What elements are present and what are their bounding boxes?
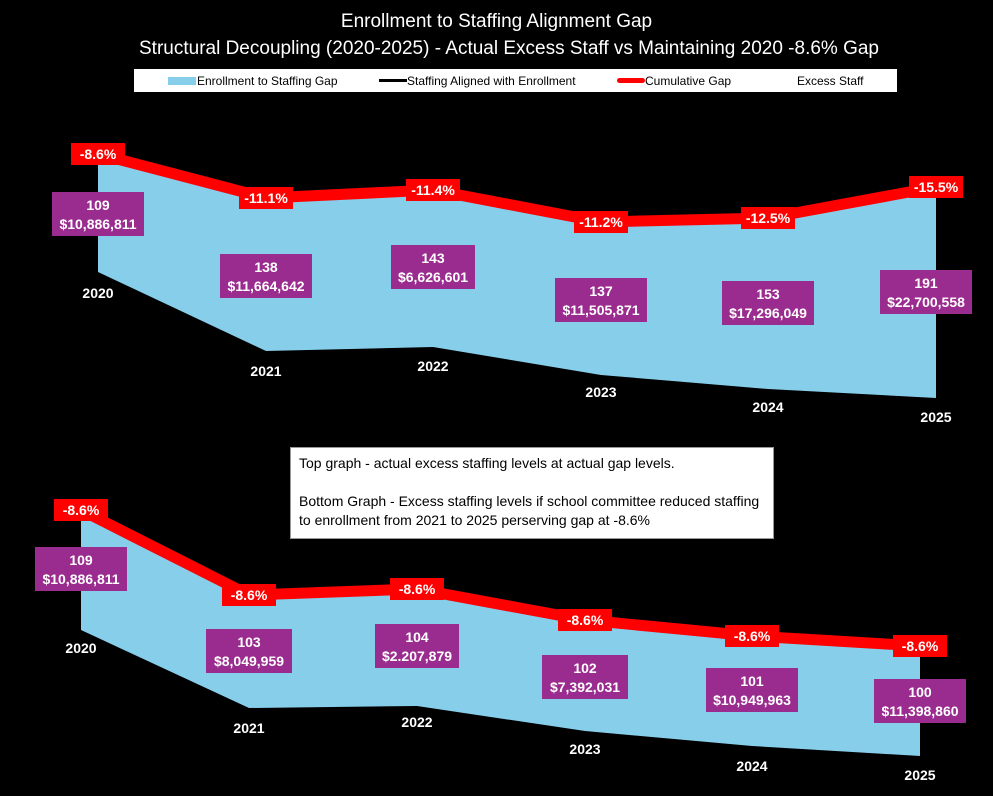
year-label: 2021 <box>233 720 264 736</box>
excess-staff-box <box>220 254 312 298</box>
excess-staff-box <box>206 629 292 673</box>
cumulative-gap-line <box>96 148 937 228</box>
legend-label-aligned: Staffing Aligned with Enrollment <box>407 73 576 88</box>
year-label: 2022 <box>417 358 448 374</box>
gap-pct-label: -8.6% <box>902 638 939 654</box>
excess-staff-box <box>542 655 628 699</box>
excess-staff-box <box>391 245 475 289</box>
gap-pct-label-bg <box>725 625 779 647</box>
excess-staff-cost: $6,626,601 <box>398 269 468 285</box>
legend: Enrollment to Staffing Gap Staffing Alig… <box>134 69 897 92</box>
excess-staff-cost: $11,505,871 <box>562 302 639 318</box>
excess-staff-count: 137 <box>589 283 613 299</box>
gap-pct-label-bg <box>406 179 460 201</box>
black-line-swatch <box>379 79 407 82</box>
excess-staff-cost: $11,398,860 <box>881 703 958 719</box>
excess-staff-box <box>375 624 459 668</box>
excess-staff-count: 104 <box>405 629 429 645</box>
gap-pct-label: -11.1% <box>244 190 288 206</box>
excess-staff-cost: $2.207,879 <box>382 648 452 664</box>
gap-pct-label: -15.5% <box>914 179 959 195</box>
gap-pct-label-bg <box>558 609 612 631</box>
excess-staff-box <box>35 547 127 591</box>
excess-staff-cost: $11,664,642 <box>227 278 304 294</box>
year-label: 2023 <box>569 741 600 757</box>
excess-staff-cost: $8,049,959 <box>214 653 284 669</box>
legend-label-gap: Enrollment to Staffing Gap <box>197 73 338 88</box>
excess-staff-box <box>52 192 144 236</box>
gap-pct-label-bg <box>222 584 276 606</box>
gap-pct-label-bg <box>239 187 293 209</box>
excess-staff-cost: $10,886,811 <box>42 571 119 587</box>
legend-label-cumulative: Cumulative Gap <box>645 73 732 88</box>
note-line-1: Top graph - actual excess staffing level… <box>299 455 675 471</box>
gap-pct-label-bg <box>893 635 947 657</box>
excess-staff-box <box>874 679 966 723</box>
legend-label-excess: Excess Staff <box>797 73 864 88</box>
excess-staff-cost: $10,886,811 <box>59 216 136 232</box>
excess-staff-count: 138 <box>254 259 278 275</box>
excess-staff-count: 102 <box>573 660 597 676</box>
excess-staff-cost: $22,700,558 <box>887 294 965 310</box>
year-label: 2024 <box>752 399 783 415</box>
excess-staff-cost: $10,949,963 <box>713 692 791 708</box>
excess-staff-box <box>880 270 972 314</box>
gap-pct-label-bg <box>54 499 108 521</box>
gap-pct-label-bg <box>71 143 125 165</box>
gap-pct-label-bg <box>909 176 963 198</box>
gap-pct-label: -8.6% <box>231 587 268 603</box>
chart-panel-1: 2020 -8.6% 109 $10,886,811 2021 -11.1% 138 $11,… <box>52 143 972 425</box>
excess-staff-count: 153 <box>756 286 780 302</box>
gap-pct-label: -8.6% <box>567 612 604 628</box>
legend-item-aligned: Staffing Aligned with Enrollment <box>379 69 576 92</box>
year-label: 2021 <box>250 363 281 379</box>
gap-pct-label-bg <box>741 207 795 229</box>
year-label: 2022 <box>401 714 432 730</box>
year-label: 2020 <box>65 640 96 656</box>
excess-staff-count: 143 <box>421 250 445 266</box>
red-line-swatch <box>617 78 645 83</box>
gap-pct-label: -8.6% <box>734 628 771 644</box>
annotation-box: Top graph - actual excess staffing level… <box>290 447 774 539</box>
excess-staff-count: 103 <box>237 634 261 650</box>
cumulative-gap-line <box>78 505 921 652</box>
chart-subtitle: Structural Decoupling (2020-2025) - Actu… <box>139 38 879 59</box>
excess-staff-cost: $17,296,049 <box>729 305 807 321</box>
gap-pct-label: -11.4% <box>411 182 455 198</box>
gap-pct-label: -12.5% <box>746 210 791 226</box>
gap-pct-label: -8.6% <box>63 502 100 518</box>
excess-staff-box <box>722 281 814 325</box>
excess-staff-count: 101 <box>740 673 764 689</box>
chart-panel-2: 2020 -8.6% 109 $10,886,811 2021 -8.6% 103 $8,04… <box>35 499 966 783</box>
excess-staff-box <box>706 668 798 712</box>
excess-staff-box <box>555 278 647 322</box>
note-line-2: Bottom Graph - Excess staffing levels if… <box>299 493 760 528</box>
year-label: 2020 <box>82 285 113 301</box>
gap-pct-label-bg <box>574 211 628 233</box>
year-label: 2025 <box>904 767 935 783</box>
gap-pct-label-bg <box>390 578 444 600</box>
gap-area <box>98 154 936 398</box>
gap-pct-label: -11.2% <box>579 214 623 230</box>
year-label: 2024 <box>736 758 767 774</box>
excess-staff-count: 100 <box>908 684 932 700</box>
legend-item-gap: Enrollment to Staffing Gap <box>168 69 338 92</box>
area-swatch <box>168 76 196 85</box>
excess-staff-count: 191 <box>914 275 938 291</box>
legend-item-excess: Excess Staff <box>797 69 863 92</box>
year-label: 2023 <box>585 384 616 400</box>
legend-item-cumulative: Cumulative Gap <box>617 69 731 92</box>
excess-staff-count: 109 <box>86 197 110 213</box>
gap-pct-label: -8.6% <box>80 146 117 162</box>
chart-title: Enrollment to Staffing Alignment Gap <box>340 11 653 32</box>
excess-staff-cost: $7,392,031 <box>550 679 620 695</box>
excess-staff-count: 109 <box>69 552 93 568</box>
year-label: 2025 <box>920 409 951 425</box>
gap-pct-label: -8.6% <box>399 581 436 597</box>
